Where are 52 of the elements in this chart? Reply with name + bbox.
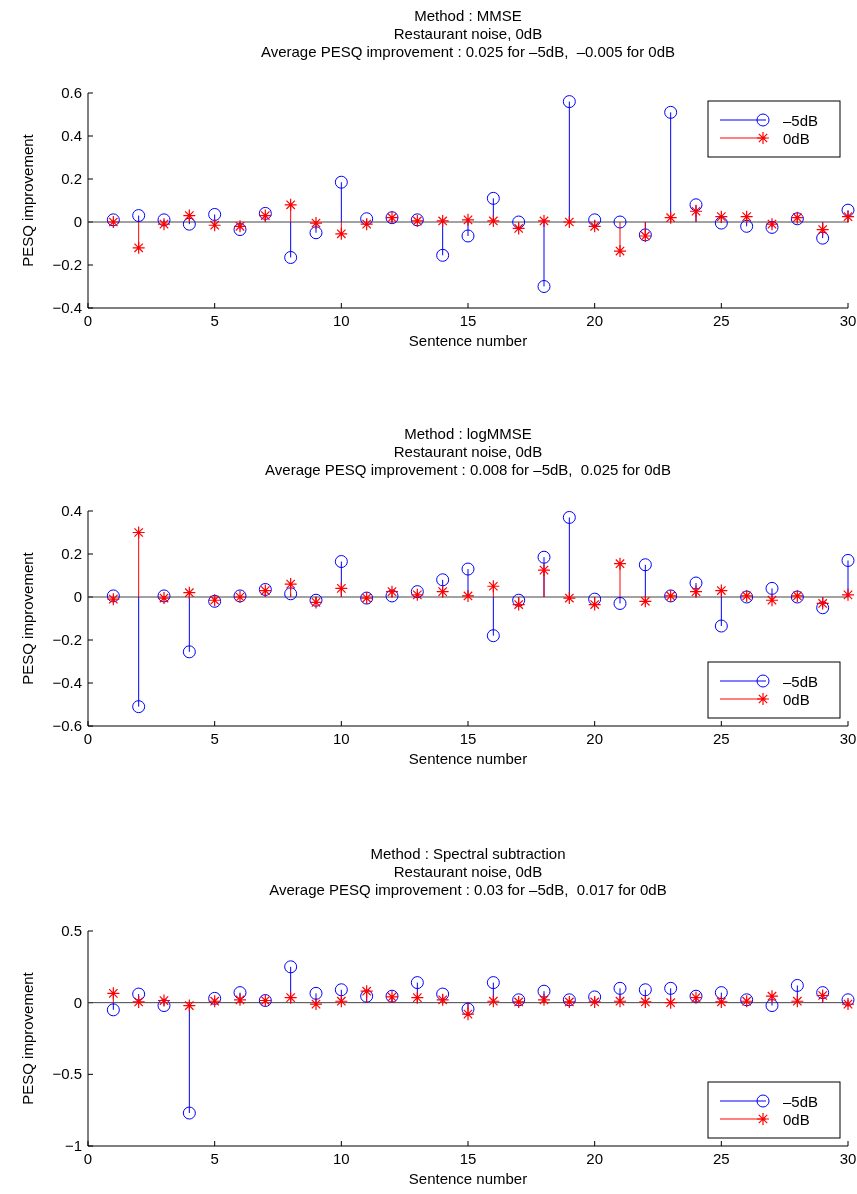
y-tick-label: 0.6	[61, 84, 82, 101]
legend-label: 0dB	[783, 1111, 810, 1128]
x-tick-label: 15	[459, 1150, 477, 1167]
x-tick-label: 10	[332, 1150, 350, 1167]
legend-label: 0dB	[783, 130, 810, 147]
x-axis-title: Sentence number	[408, 332, 528, 349]
legend-label: –5dB	[783, 112, 819, 129]
y-axis-title: PESQ improvement	[19, 133, 36, 267]
x-axis-title: Sentence number	[408, 750, 528, 767]
x-tick-label: 10	[332, 312, 350, 329]
x-tick-label: 25	[712, 1150, 730, 1167]
x-tick-label: 5	[210, 1150, 219, 1167]
chart-title: Method : Spectral subtraction	[370, 845, 566, 862]
y-tick-label: −0.4	[52, 299, 82, 316]
y-tick-label: −0.4	[52, 674, 82, 691]
x-tick-label: 30	[839, 730, 857, 747]
y-tick-label: 0	[73, 588, 82, 605]
x-tick-label: 25	[712, 730, 730, 747]
x-tick-label: 30	[839, 312, 857, 329]
x-tick-label: 25	[712, 312, 730, 329]
x-tick-label: 10	[332, 730, 350, 747]
chart-subtitle: Restaurant noise, 0dB Average PESQ improvement : 0.008 for –5dB, 0.025 for 0dB	[265, 443, 671, 478]
chart-title: Method : logMMSE	[404, 425, 532, 442]
y-tick-label: 0.5	[61, 922, 82, 939]
y-tick-label: −0.2	[52, 256, 82, 273]
x-tick-label: 15	[459, 312, 477, 329]
legend-label: –5dB	[783, 673, 819, 690]
y-tick-label: 0.2	[61, 545, 82, 562]
y-tick-label: −0.5	[52, 1065, 82, 1083]
y-axis-title: PESQ improvement	[19, 551, 36, 685]
y-tick-label: −0.2	[52, 631, 82, 648]
y-tick-label: 0.4	[61, 502, 82, 519]
y-tick-label: 0.4	[61, 127, 82, 144]
x-tick-label: 20	[586, 312, 604, 329]
y-tick-label: −0.6	[52, 717, 82, 734]
chart-subtitle: Restaurant noise, 0dB Average PESQ improvement : 0.03 for –5dB, 0.017 for 0dB	[269, 863, 667, 898]
chart-subtitle: Restaurant noise, 0dB Average PESQ improvement : 0.025 for –5dB, –0.005 for 0dB	[260, 25, 676, 60]
x-axis-title: Sentence number	[408, 1170, 528, 1187]
legend-label: –5dB	[783, 1093, 819, 1110]
x-tick-label: 30	[839, 1150, 857, 1167]
x-tick-label: 5	[210, 312, 219, 329]
y-axis-title: PESQ improvement	[19, 971, 36, 1105]
chart-title: Method : MMSE	[414, 7, 522, 24]
x-tick-label: 15	[459, 730, 477, 747]
y-tick-label: 0.2	[61, 170, 82, 187]
y-tick-label: −1	[64, 1137, 82, 1154]
y-tick-label: 0	[73, 993, 82, 1011]
y-tick-label: 0	[73, 213, 82, 230]
x-tick-label: 20	[586, 730, 604, 747]
legend-label: 0dB	[783, 691, 810, 708]
x-tick-label: 5	[210, 730, 219, 747]
x-tick-label: 20	[586, 1150, 604, 1167]
